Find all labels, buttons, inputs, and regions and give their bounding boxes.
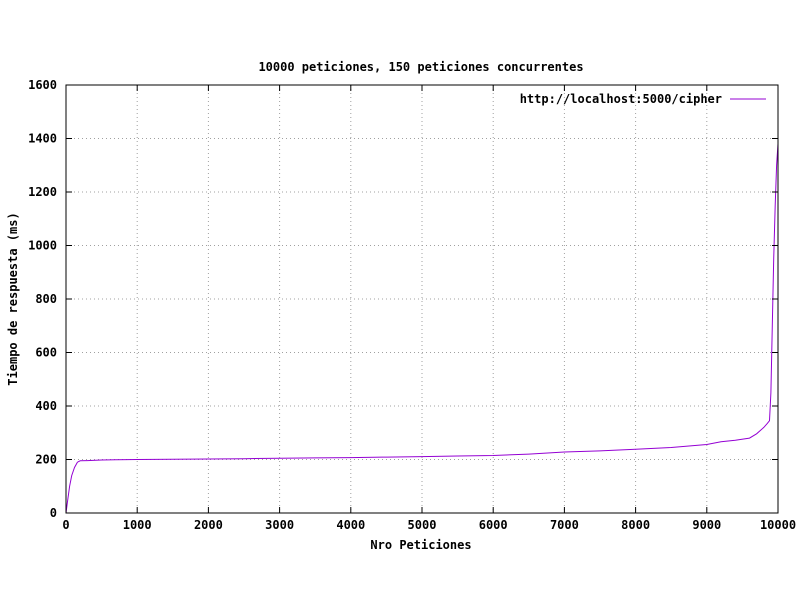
x-tick-label: 7000 [550,518,579,532]
y-tick-label: 1000 [28,239,57,253]
y-axis-label: Tiempo de respuesta (ms) [6,212,20,385]
x-tick-label: 1000 [123,518,152,532]
y-tick-label: 800 [35,292,57,306]
y-tick-labels: 0 200 400 600 800 1000 1200 1400 1600 [28,78,57,520]
y-tick-label: 1600 [28,78,57,92]
series-lines [65,143,779,514]
x-tick-label: 6000 [479,518,508,532]
y-tick-label: 0 [50,506,57,520]
y-tick-label: 1400 [28,132,57,146]
y-tick-label: 200 [35,453,57,467]
axis-ticks [65,84,779,514]
x-tick-label: 3000 [265,518,294,532]
y-tick-label: 1200 [28,185,57,199]
legend-label: http://localhost:5000/cipher [520,92,722,106]
y-tick-label: 400 [35,399,57,413]
x-tick-label: 10000 [760,518,796,532]
x-tick-label: 4000 [336,518,365,532]
x-axis-label: Nro Peticiones [370,538,471,552]
x-tick-label: 8000 [621,518,650,532]
grid-lines [66,85,778,513]
legend: http://localhost:5000/cipher [520,92,766,106]
series-line [65,143,779,514]
chart-title: 10000 peticiones, 150 peticiones concurr… [258,60,583,74]
x-tick-label: 9000 [692,518,721,532]
x-tick-label: 0 [62,518,69,532]
x-tick-label: 5000 [408,518,437,532]
y-tick-label: 600 [35,346,57,360]
x-tick-labels: 0 1000 2000 3000 4000 5000 6000 7000 8000 9000 100… [62,518,796,532]
x-tick-label: 2000 [194,518,223,532]
